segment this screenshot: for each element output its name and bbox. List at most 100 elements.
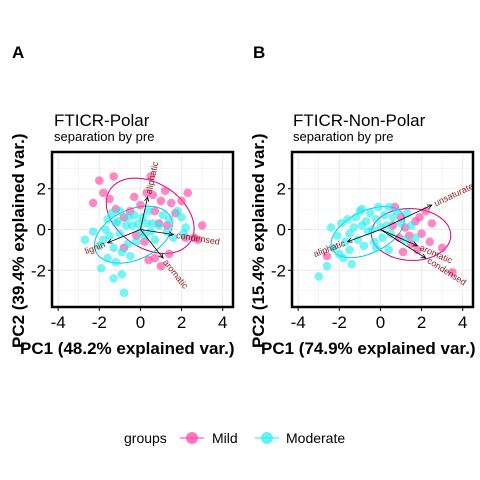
- panel-b-point-moderate: [337, 219, 346, 228]
- panel-a-point-moderate: [158, 210, 168, 220]
- panel-a-point-mild: [166, 198, 176, 208]
- panel-b-xtick-label: 0: [376, 313, 385, 332]
- panel-a-point-moderate: [88, 227, 98, 236]
- panel-a-point-moderate: [103, 215, 112, 224]
- panel-a-xtick-label: 2: [177, 313, 186, 332]
- panel-a-point-moderate: [97, 263, 106, 273]
- panel-b-loading-aliphatic-arrow: [347, 229, 381, 243]
- panel-a-ylabel: PC2 (39.4% explained var.): [9, 134, 28, 349]
- panel-a-point-mild: [88, 198, 98, 208]
- panel-b-point-moderate: [359, 241, 369, 251]
- panel-b-point-mild: [413, 245, 422, 255]
- panel-b-point-moderate: [402, 208, 412, 218]
- legend-item-mild: Mild: [180, 430, 238, 446]
- panel-a-point-moderate: [105, 231, 114, 240]
- legend-label-moderate: Moderate: [286, 430, 345, 446]
- panel-b-point-mild: [415, 212, 424, 222]
- panel-a-point-mild: [95, 176, 104, 185]
- panel-b-point-moderate: [347, 259, 356, 269]
- panel-b-loading-unsaturated-arrow: [380, 204, 433, 230]
- panel-a-point-moderate: [150, 235, 160, 244]
- panel-a-point-moderate: [164, 215, 174, 224]
- panel-a-point-moderate: [162, 227, 172, 236]
- panel-b-xtick-label: -4: [291, 313, 306, 332]
- panel-b-point-mild: [417, 229, 426, 238]
- panel-a-points: [80, 172, 207, 298]
- panel-b-loading-aromatic-arrowhead: [412, 241, 419, 247]
- panel-b-point-moderate: [384, 202, 393, 212]
- panel-a-xtick-label: 0: [136, 313, 145, 332]
- panel-a-point-moderate: [177, 212, 186, 222]
- panel-a-point-mild: [99, 188, 108, 198]
- panel-a-point-moderate: [80, 235, 90, 244]
- panel-a-xtick-label: 4: [218, 313, 227, 332]
- panel-a-point-moderate: [117, 270, 127, 279]
- panel-b-point-moderate: [384, 245, 393, 255]
- panel-a-point-mild: [156, 196, 166, 206]
- panel-b-point-moderate: [345, 229, 354, 238]
- panel-a-ytick-label: 2: [37, 180, 46, 199]
- legend-title: groups: [124, 430, 167, 446]
- panel-a-point-mild: [193, 235, 203, 244]
- panel-b-ylabel: PC2 (15.4% explained var.): [249, 134, 268, 349]
- panel-b-point-moderate: [332, 231, 342, 240]
- panel-b-point-moderate: [380, 210, 389, 220]
- panel-a-point-mild: [129, 192, 139, 202]
- panel-b-loading-condensed-arrow: [380, 229, 426, 259]
- panel-a-point-moderate: [109, 243, 119, 253]
- panel-b-point-moderate: [365, 208, 375, 218]
- panel-b-point-mild: [396, 212, 406, 222]
- panel-a-ytick-label: 0: [37, 221, 46, 240]
- panel-a-point-moderate: [95, 241, 104, 251]
- panel-a: A FTICR-Polar separation by pre aliphati…: [9, 43, 235, 358]
- panel-a-point-moderate: [129, 210, 139, 220]
- panel-a-point-mild: [150, 206, 160, 216]
- panel-b-xtick-label: 4: [458, 313, 467, 332]
- panel-b-title: FTICR-Non-Polar: [293, 111, 426, 130]
- panel-a-point-mild: [156, 261, 166, 271]
- panel-b-subtitle: separation by pre: [293, 129, 393, 144]
- panel-a-subtitle: separation by pre: [54, 129, 154, 144]
- panel-b-point-moderate: [335, 249, 344, 259]
- panel-a-loading-aliphatic-arrowhead: [144, 195, 150, 202]
- panel-a-point-mild: [146, 172, 156, 181]
- panel-b-point-moderate: [322, 261, 332, 271]
- panel-a-point-moderate: [121, 221, 131, 230]
- panel-b-point-moderate: [361, 217, 371, 226]
- panel-b-loading-aliphatic-arrowhead: [346, 237, 353, 243]
- panel-b-point-mild: [437, 243, 447, 253]
- panel-a-xlabel: PC1 (48.2% explained var.): [20, 339, 235, 358]
- panel-b-point-moderate: [392, 206, 402, 216]
- panel-b-point-moderate: [353, 235, 363, 244]
- panel-a-loading-lignin-arrowhead: [106, 238, 113, 244]
- panel-a-point-moderate: [154, 221, 164, 230]
- panel-b-ytick-label: -2: [271, 261, 286, 280]
- panel-a-xtick-label: -4: [51, 313, 66, 332]
- panel-b-point-moderate: [343, 215, 352, 224]
- panel-a-point-mild: [105, 194, 114, 204]
- panel-a-point-mild: [140, 237, 149, 247]
- panel-a-title: FTICR-Polar: [54, 111, 150, 130]
- panel-a-point-moderate: [134, 219, 143, 228]
- panel-a-point-moderate: [119, 288, 129, 298]
- panel-a-loading-aliphatic-arrow: [140, 196, 149, 230]
- panel-b-ytick-label: 2: [277, 180, 286, 199]
- panel-a-loading-condensed-arrow: [140, 229, 174, 235]
- panel-a-point-moderate: [132, 237, 141, 247]
- legend-item-moderate: Moderate: [255, 430, 345, 446]
- panel-a-point-mild: [197, 221, 207, 230]
- panel-a-point-mild: [148, 190, 158, 200]
- panel-a-ytick-label: -2: [31, 261, 46, 280]
- panel-b-loading-condensed-arrowhead: [420, 253, 427, 259]
- panel-a-ticks: -4 -2 0 2 4 -2 0 2: [31, 180, 228, 332]
- panel-b-points: [314, 202, 457, 281]
- panel-b-point-mild: [427, 219, 437, 228]
- panel-a-point-moderate: [115, 229, 125, 238]
- panel-a-point-mild: [160, 186, 170, 196]
- panel-a-point-mild: [164, 249, 174, 259]
- panel-b-point-moderate: [372, 243, 381, 253]
- panel-b-point-moderate: [357, 204, 367, 214]
- panel-b-ticks: -4 -2 0 2 4 -2 0 2: [271, 180, 468, 332]
- legend: groups Mild Moderate: [124, 430, 345, 446]
